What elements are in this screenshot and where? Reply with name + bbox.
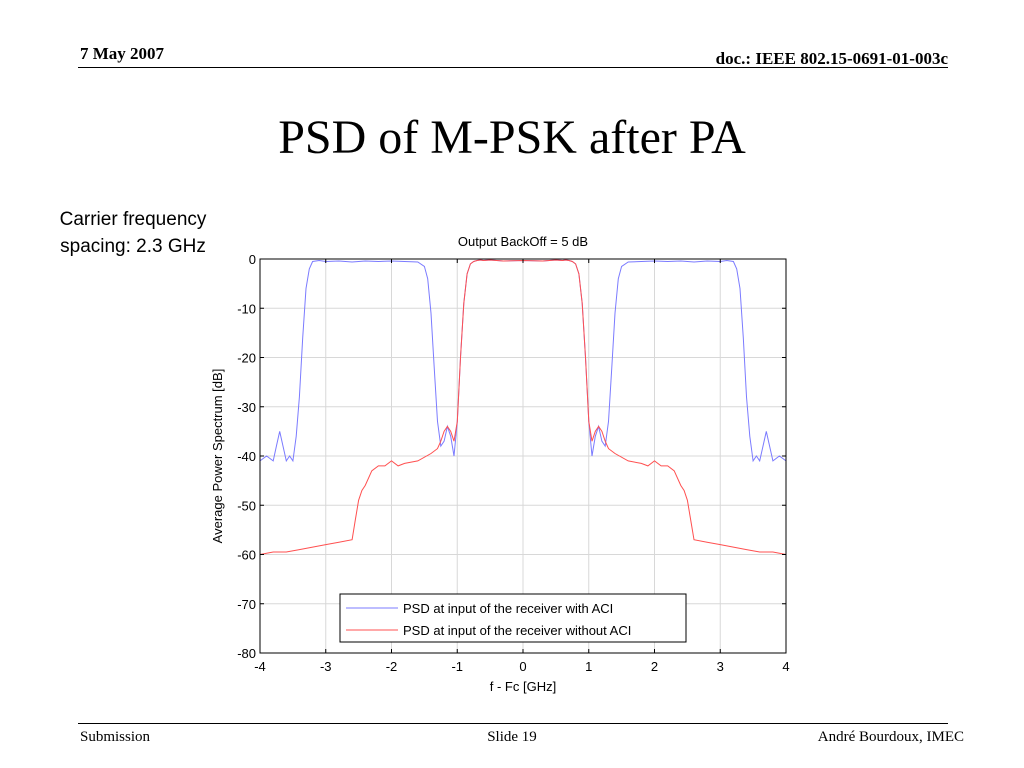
y-tick-label: 0: [249, 252, 256, 267]
y-tick-label: -30: [237, 400, 256, 415]
x-axis-label: f - Fc [GHz]: [490, 679, 556, 694]
x-tick-label: 1: [585, 659, 592, 674]
x-tick-label: 0: [519, 659, 526, 674]
legend-label-with-aci: PSD at input of the receiver with ACI: [403, 601, 613, 616]
x-tick-label: 2: [651, 659, 658, 674]
x-tick-label: -4: [254, 659, 266, 674]
footer-left: Submission: [80, 729, 151, 745]
legend-label-without-aci: PSD at input of the receiver without ACI: [403, 623, 631, 638]
footer-author: André Bourdoux, IMEC: [817, 729, 964, 745]
y-tick-label: -10: [237, 301, 256, 316]
legend-box: [339, 593, 687, 643]
header-date: 7 May 2007: [80, 44, 165, 63]
x-tick-label: 3: [717, 659, 724, 674]
y-tick-label: -80: [237, 646, 256, 661]
footer-slide-number: Slide 19: [487, 729, 537, 745]
slide-note: Carrier frequency spacing: 2.3 GHz: [59, 209, 207, 257]
ticks: -4 -3 -2 -1 0 1 2 3 40-10-20-30-40-50-60-70-80: [237, 252, 789, 674]
y-axis-label: Average Power Spectrum [dB]: [210, 369, 225, 544]
chart-title: Output BackOff = 5 dB: [458, 234, 588, 249]
legend: PSD at input of the receiver with ACI PS…: [339, 593, 687, 643]
y-tick-label: -50: [237, 498, 256, 513]
slide-title: PSD of M-PSK after PA: [278, 111, 746, 164]
x-tick-label: -1: [451, 659, 463, 674]
header-rule: [78, 67, 948, 68]
header-doc-id: doc.: IEEE 802.15-0691-01-003c: [715, 49, 948, 68]
y-tick-label: -60: [237, 548, 256, 563]
y-tick-label: -20: [237, 351, 256, 366]
x-tick-label: -2: [386, 659, 398, 674]
x-tick-label: -3: [320, 659, 332, 674]
footer-rule: [78, 723, 948, 724]
y-tick-label: -40: [237, 449, 256, 464]
y-tick-label: -70: [237, 597, 256, 612]
x-tick-label: 4: [782, 659, 789, 674]
